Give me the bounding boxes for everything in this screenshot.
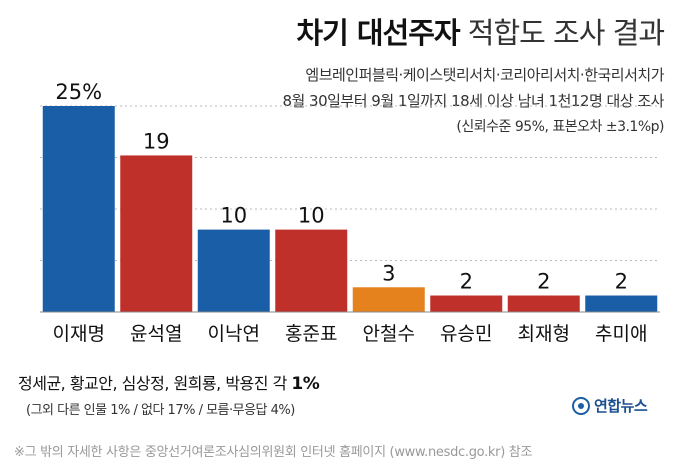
bar-3 <box>197 229 270 312</box>
bar-8 <box>585 295 658 312</box>
bar-chart: 25% 이재명 19 윤석열 10 이낙연 10 홍준표 3 안철수 2 유승민 2 최재형 2 추미애 <box>40 80 660 345</box>
value-label-5: 3 <box>382 261 395 285</box>
value-label-6: 2 <box>460 270 473 294</box>
value-label-7: 2 <box>537 270 550 294</box>
category-label-2: 윤석열 <box>130 323 182 345</box>
category-label-5: 안철수 <box>363 323 415 345</box>
bar-5 <box>352 287 425 312</box>
bar-7 <box>507 295 580 312</box>
category-label-8: 추미애 <box>595 323 647 345</box>
yonhap-logo: 연합뉴스 <box>572 395 648 416</box>
bar-2 <box>120 155 193 312</box>
chart-title: 차기 대선주자 적합도 조사 결과 <box>296 10 665 52</box>
title-light: 적합도 조사 결과 <box>467 16 665 50</box>
category-label-4: 홍준표 <box>285 323 337 345</box>
minor-candidates-line: 정세균, 황교안, 심상정, 원희룡, 박용진 각 1% <box>18 370 320 394</box>
subtitle-confidence: (신뢰수준 95%, 표본오차 ±3.1%p) <box>456 119 664 135</box>
other-responses-line: (그외 다른 인물 1% / 없다 17% / 모름·무응답 4%) <box>26 403 295 418</box>
source-note: ※그 밖의 자세한 사항은 중앙선거여론조사심의위원회 인터넷 홈페이지 (ww… <box>14 445 533 460</box>
title-bold: 차기 대선주자 <box>296 16 460 50</box>
value-label-1: 25% <box>55 80 102 104</box>
category-label-7: 최재형 <box>518 323 570 345</box>
yonhap-logo-icon <box>572 396 590 415</box>
bar-1 <box>42 106 115 312</box>
bar-4 <box>275 229 348 312</box>
subtitle-survey-period: 8월 30일부터 9월 1일까지 18세 이상 남녀 1천12명 대상 조사 <box>282 92 664 110</box>
yonhap-logo-text: 연합뉴스 <box>594 397 648 415</box>
value-label-2: 19 <box>143 129 170 153</box>
bar-6 <box>430 295 503 312</box>
subtitle-pollsters: 엠브레인퍼블릭·케이스탯리서치·코리아리서치·한국리서치가 <box>305 66 664 84</box>
category-label-3: 이낙연 <box>208 323 260 345</box>
minor-candidates-value: 1% <box>291 374 320 394</box>
minor-candidates-text: 정세균, 황교안, 심상정, 원희룡, 박용진 각 <box>18 374 292 393</box>
category-label-1: 이재명 <box>53 323 105 345</box>
value-label-4: 10 <box>298 204 325 228</box>
value-label-8: 2 <box>615 270 628 294</box>
category-label-6: 유승민 <box>440 323 492 345</box>
value-label-3: 10 <box>220 204 247 228</box>
